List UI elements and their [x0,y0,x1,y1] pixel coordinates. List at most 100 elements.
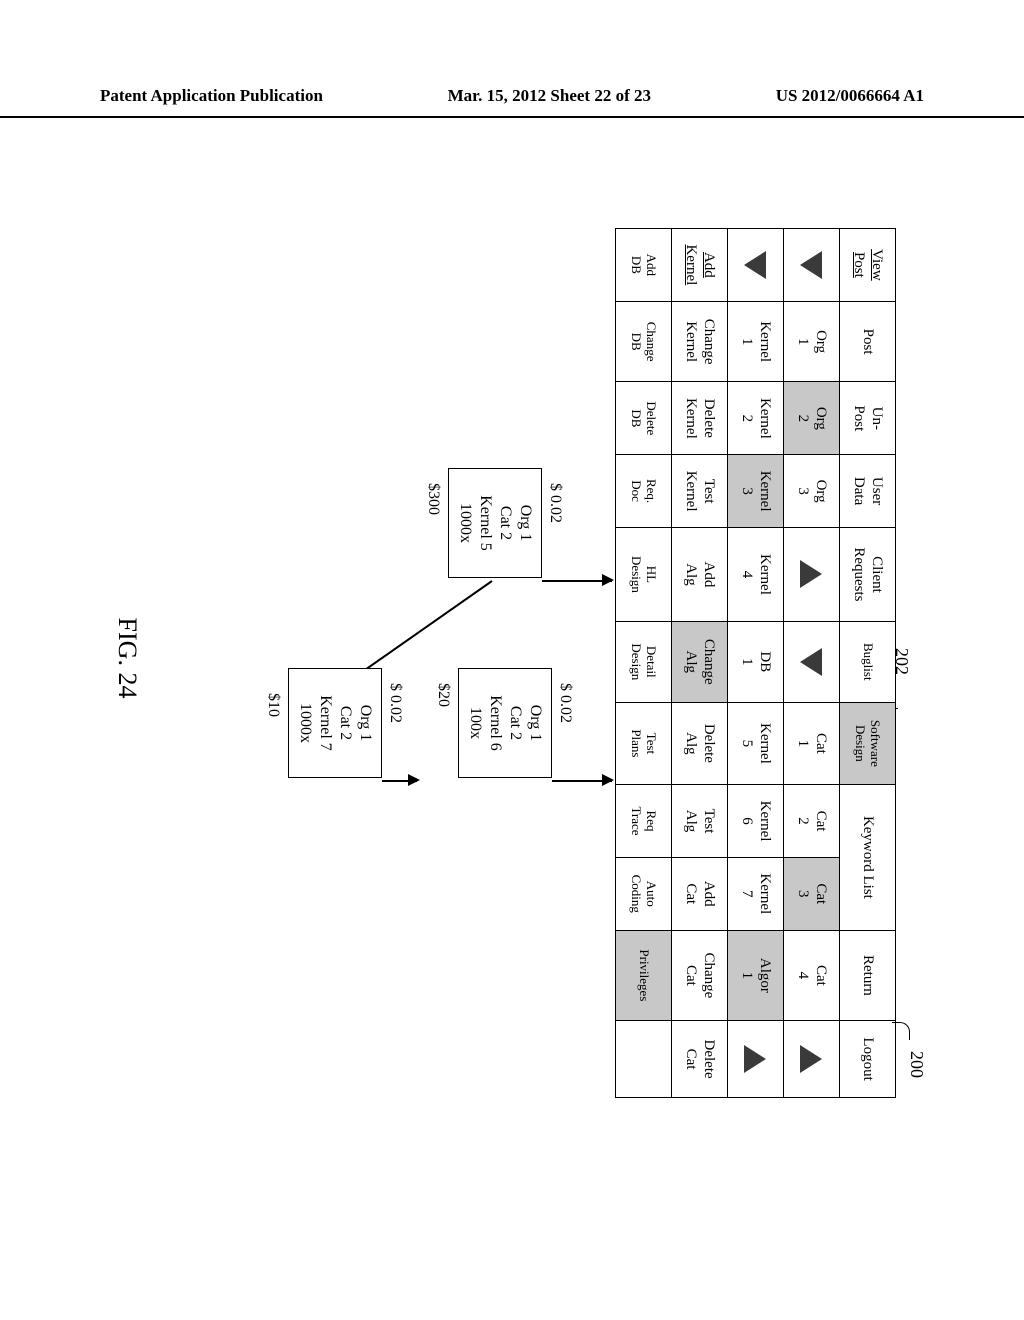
cell-text: Algor1 [740,958,773,993]
cell[interactable]: Post [840,301,896,382]
cell[interactable]: TestAlg [672,785,728,858]
cell-text: AddCat [684,881,717,907]
cell-text: SoftwareDesign [854,720,884,767]
cell[interactable]: Kernel2 [728,382,784,455]
cell[interactable]: Cat1 [784,702,840,784]
cell-text: Un-Post [852,405,885,431]
cell[interactable] [728,229,784,302]
cell[interactable]: HLDesign [616,527,672,621]
cell[interactable]: Privileges [616,930,672,1021]
table-row: AddKernel ChangeKernel DeleteKernel Test… [672,229,728,1098]
cell[interactable] [784,229,840,302]
cell-text: Org2 [796,407,829,430]
cell-text: TestAlg [684,809,717,834]
cell[interactable] [784,621,840,702]
cell-text: Kernel6 [740,801,773,842]
cell[interactable]: Org2 [784,382,840,455]
cell[interactable]: Req.Doc [616,455,672,528]
cell[interactable]: Org1 [784,301,840,382]
cell[interactable]: ChangeKernel [672,301,728,382]
cell[interactable]: ViewPost [840,229,896,302]
cell-text: Post [860,329,876,355]
cell[interactable]: SoftwareDesign [840,702,896,784]
cell[interactable]: Kernel1 [728,301,784,382]
cell[interactable]: DeleteCat [672,1021,728,1098]
cell[interactable]: Kernel4 [728,527,784,621]
box-line: Org 1 [355,679,375,767]
figure-24: 200 202 ViewPost Post Un-Post UserData C… [102,158,922,1158]
cell-text: ChangeKernel [684,319,717,365]
cell[interactable]: Buglist [840,621,896,702]
cell-text: AddAlg [684,562,717,588]
cell[interactable]: DetailDesign [616,621,672,702]
cell[interactable]: DeleteAlg [672,702,728,784]
box-line: Org 1 [515,479,535,567]
cell-text: AddKernel [684,244,717,285]
cell[interactable]: Cat3 [784,857,840,930]
cell-text: Cat2 [796,811,829,832]
cell[interactable] [784,1021,840,1098]
cell[interactable]: AddCat [672,857,728,930]
cell[interactable]: Cat4 [784,930,840,1021]
cell-text: UserData [852,477,885,505]
cell-text: Buglist [861,643,876,681]
cell[interactable]: DB1 [728,621,784,702]
cell-text: ChangeCat [684,952,717,998]
cell[interactable]: Logout [840,1021,896,1098]
cell[interactable]: Kernel7 [728,857,784,930]
triangle-down-icon [801,648,823,676]
cell[interactable]: TestPlans [616,702,672,784]
table-row-header: ViewPost Post Un-Post UserData ClientReq… [840,229,896,1098]
cell[interactable]: Algor1 [728,930,784,1021]
table-row: Org1 Org2 Org3 Cat1 Cat2 Cat3 Cat4 [784,229,840,1098]
cell[interactable]: Kernel6 [728,785,784,858]
cell[interactable]: AddKernel [672,229,728,302]
cell-text: Kernel2 [740,398,773,439]
price-bottom: $10 [264,693,282,717]
box-line: Cat 2 [505,679,525,767]
cell[interactable]: Cat2 [784,785,840,858]
price-bottom: $300 [424,483,442,515]
cell-text: DeleteCat [684,1040,717,1079]
cell-text: TestKernel [684,471,717,512]
cell[interactable] [728,1021,784,1098]
cell[interactable]: TestKernel [672,455,728,528]
box-line: Kernel 6 [485,679,505,767]
cell-text: Kernel1 [740,321,773,362]
ref-200: 200 [906,1051,927,1078]
cell-text: Org1 [796,330,829,353]
triangle-down-icon [745,251,767,279]
cell[interactable]: ChangeDB [616,301,672,382]
triangle-up-icon [801,1045,823,1073]
cell[interactable]: AddDB [616,229,672,302]
cell[interactable]: DeleteDB [616,382,672,455]
arrow-head-icon [602,774,614,786]
cell[interactable]: Keyword List [840,785,896,931]
cell[interactable]: ClientRequests [840,527,896,621]
cell-text: AddDB [630,254,660,276]
cell[interactable] [784,527,840,621]
cell[interactable]: ReqTrace [616,785,672,858]
box-line: Kernel 7 [315,679,335,767]
flow-diagram: $ 0.02 Org 1 Cat 2 Kernel 5 1000x $300 $… [212,228,582,1098]
cell[interactable]: ChangeCat [672,930,728,1021]
cell[interactable]: UserData [840,455,896,528]
figure-label: FIG. 24 [112,158,142,1158]
box-line: 1000x [295,679,315,767]
cell[interactable]: Return [840,930,896,1021]
cell[interactable]: AddAlg [672,527,728,621]
cell[interactable]: Org3 [784,455,840,528]
cell[interactable] [616,1021,672,1098]
cell[interactable]: Un-Post [840,382,896,455]
price-top: $ 0.02 [386,683,404,723]
cell[interactable]: Kernel3 [728,455,784,528]
cell[interactable]: Kernel5 [728,702,784,784]
cell-text: ChangeAlg [684,639,717,685]
ui-grid-table: ViewPost Post Un-Post UserData ClientReq… [615,228,896,1098]
cell[interactable]: DeleteKernel [672,382,728,455]
cell-text: AutoCoding [630,875,660,913]
cell-text: DeleteKernel [684,398,717,439]
cell[interactable]: AutoCoding [616,857,672,930]
cell-text: Keyword List [860,816,876,899]
cell[interactable]: ChangeAlg [672,621,728,702]
